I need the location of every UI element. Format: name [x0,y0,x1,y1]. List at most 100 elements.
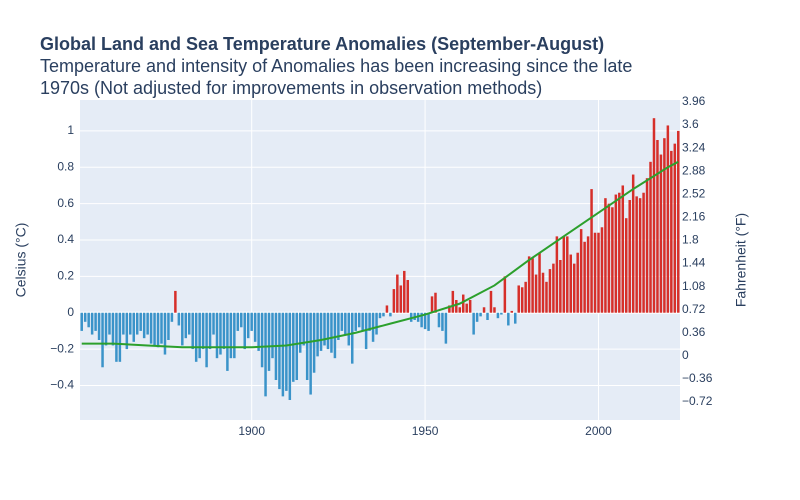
bar [253,312,257,342]
bar [482,307,486,313]
bar [583,241,586,313]
bar [139,312,142,331]
bar [621,185,625,313]
bar [673,143,677,313]
bar [455,300,458,313]
bar [319,312,323,351]
bar [135,312,139,335]
y2-tick-label: −0.36 [682,371,713,385]
bar [552,263,555,313]
y-tick-label: 0.4 [57,232,74,246]
bar [146,312,149,335]
bar [233,312,236,359]
y-tick-label: −0.4 [50,378,74,392]
bar [628,200,631,313]
bar [642,192,645,313]
bar [548,269,552,313]
plot-area [80,100,680,420]
bar [354,312,357,331]
bar [517,285,520,313]
bar [559,260,562,313]
bar [382,312,385,317]
y2-tick-label: 1.8 [682,233,699,247]
bar [264,312,267,397]
y2-tick-label: 3.96 [682,94,706,108]
bar [656,140,659,313]
bar [475,312,479,322]
bar [198,312,201,359]
bar [562,236,566,313]
bar [635,196,638,313]
bar [194,312,198,362]
bar [638,198,642,313]
bar [94,312,97,331]
y-tick-label: 0.6 [57,196,74,210]
chart-subtitle: 1970s (Not adjusted for improvements in … [40,78,542,98]
bar [351,312,354,364]
bar [541,272,545,313]
bar [614,194,618,313]
bar [101,312,104,368]
bar [149,312,153,344]
bar [437,312,441,328]
bar [181,312,184,346]
bar [392,289,396,313]
bar [385,305,389,313]
y-tick-label: −0.2 [50,341,74,355]
y2-axis-title: Fahrenheit (°F) [733,213,749,307]
bar [326,312,330,350]
bar [257,312,260,351]
y2-tick-label: 2.88 [682,163,706,177]
bar [174,290,177,313]
bar [108,312,111,335]
bar [461,294,465,313]
bar [281,312,285,397]
bar [340,312,344,331]
bar [222,312,226,350]
bar [111,312,115,346]
bar [631,174,635,313]
bar [240,312,243,328]
bar [448,305,451,313]
bar [167,312,170,340]
bar [423,312,427,330]
bar [160,312,163,344]
bar [246,312,250,339]
bar [586,236,590,313]
bar [572,263,576,313]
bar [652,118,656,313]
x-tick-label: 1900 [238,424,265,438]
y2-tick-label: 0.72 [682,302,706,316]
bar [659,154,663,313]
bar [330,312,333,353]
bar [600,227,604,313]
bar [87,312,90,328]
bar [663,138,666,313]
bar [191,312,194,350]
bar [295,312,299,380]
bar [170,312,174,322]
bar [451,290,455,313]
bar [243,312,246,350]
bar [534,274,538,313]
bar [250,312,253,331]
bar [229,312,233,359]
bar [500,312,503,315]
bar [403,270,406,313]
bar [604,198,607,313]
bar [153,312,156,346]
bar [479,312,482,317]
bar [267,312,271,371]
bar [444,312,448,344]
bar [90,312,94,335]
y2-tick-label: 3.6 [682,117,699,131]
bar [555,236,559,313]
bar [441,312,444,331]
bar [205,312,208,368]
bar [260,312,264,368]
bar [472,312,475,335]
bar [323,312,326,346]
bar [226,312,229,371]
bar [510,310,514,313]
bar [104,312,108,346]
